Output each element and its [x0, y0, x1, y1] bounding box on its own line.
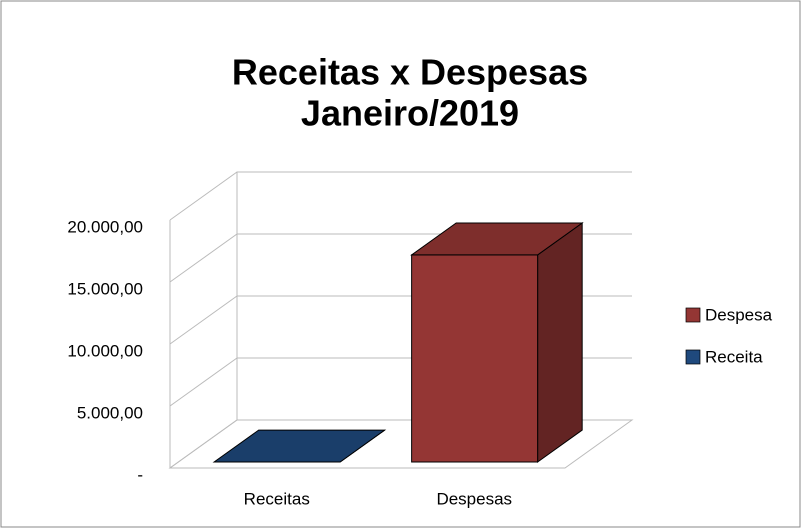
y-tick-label: 15.000,00: [67, 279, 143, 298]
bar: [212, 429, 387, 463]
chart-title: Janeiro/2019: [301, 93, 519, 134]
y-tick-label: 20.000,00: [67, 217, 143, 236]
bar-top: [212, 429, 387, 463]
legend-label: Receita: [705, 347, 763, 366]
y-tick-label: 5.000,00: [77, 403, 143, 422]
y-tick-label: -: [137, 465, 143, 484]
bar-front: [411, 254, 539, 463]
y-tick-label: 10.000,00: [67, 341, 143, 360]
bar-top: [410, 222, 584, 256]
x-tick-label: Receitas: [244, 489, 310, 508]
legend-swatch: [685, 307, 701, 323]
bar: [410, 222, 584, 463]
chart-title: Receitas x Despesas: [232, 52, 588, 93]
legend-label: Despesa: [705, 305, 773, 324]
x-tick-label: Despesas: [436, 489, 512, 508]
legend-swatch: [685, 349, 701, 365]
bar-side: [537, 222, 583, 463]
